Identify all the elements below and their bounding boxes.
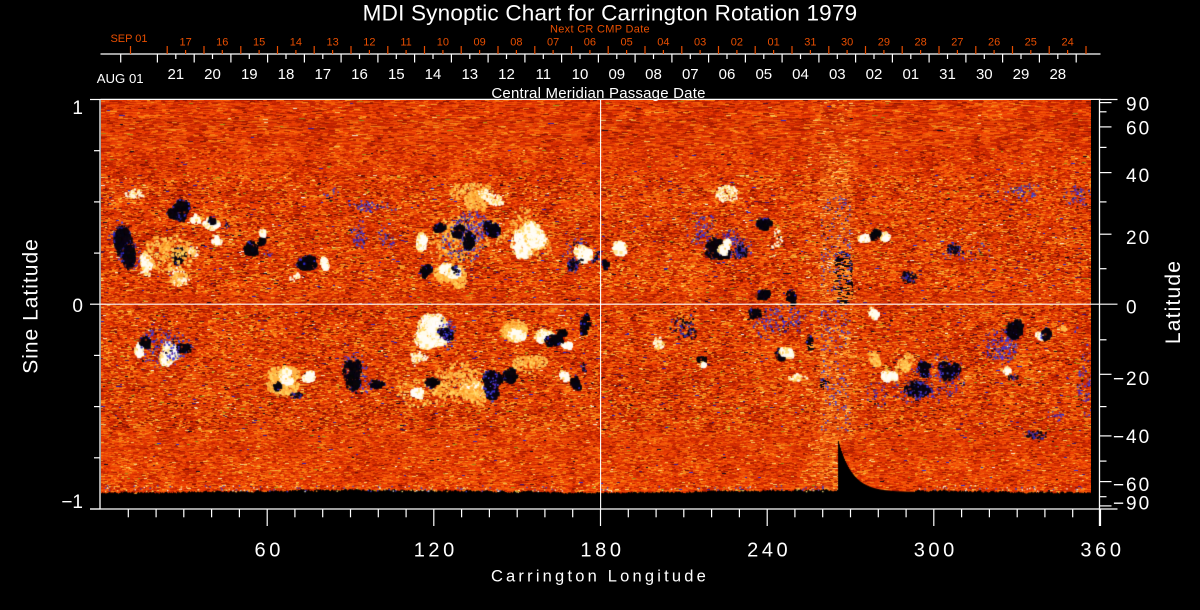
svg-text:16: 16 [351, 66, 368, 83]
svg-text:360: 360 [1080, 540, 1124, 562]
svg-text:20: 20 [1126, 228, 1151, 249]
svg-text:31: 31 [804, 36, 816, 48]
svg-text:21: 21 [167, 66, 184, 83]
svg-text:Carrington Longitude: Carrington Longitude [491, 568, 709, 586]
svg-text:180: 180 [580, 540, 624, 562]
svg-text:03: 03 [694, 36, 706, 48]
svg-text:27: 27 [951, 36, 963, 48]
svg-text:01: 01 [902, 66, 919, 83]
svg-text:29: 29 [1013, 66, 1030, 83]
svg-text:90: 90 [1126, 493, 1151, 514]
svg-text:09: 09 [608, 66, 625, 83]
svg-text:30: 30 [976, 66, 993, 83]
svg-text:90: 90 [1126, 95, 1151, 116]
svg-text:10: 10 [572, 66, 589, 83]
svg-text:0: 0 [1126, 297, 1139, 318]
svg-text:29: 29 [878, 36, 890, 48]
svg-text:−: − [1113, 475, 1124, 496]
svg-text:12: 12 [363, 36, 375, 48]
svg-text:16: 16 [216, 36, 228, 48]
svg-text:28: 28 [914, 36, 926, 48]
svg-text:19: 19 [241, 66, 258, 83]
svg-text:24: 24 [1061, 36, 1073, 48]
svg-text:120: 120 [414, 540, 458, 562]
svg-text:18: 18 [278, 66, 295, 83]
svg-text:Central Meridian Passage Date: Central Meridian Passage Date [491, 85, 705, 102]
svg-text:25: 25 [1025, 36, 1037, 48]
svg-text:60: 60 [254, 540, 283, 562]
svg-text:01: 01 [767, 36, 779, 48]
svg-text:04: 04 [792, 66, 809, 83]
svg-text:13: 13 [326, 36, 338, 48]
svg-text:11: 11 [400, 36, 411, 48]
svg-text:08: 08 [510, 36, 522, 48]
svg-text:40: 40 [1126, 166, 1151, 187]
svg-text:09: 09 [473, 36, 485, 48]
svg-text:40: 40 [1126, 427, 1151, 448]
svg-text:03: 03 [829, 66, 846, 83]
svg-text:26: 26 [988, 36, 1000, 48]
svg-text:02: 02 [866, 66, 883, 83]
svg-text:12: 12 [498, 66, 515, 83]
svg-text:Latitude: Latitude [1162, 260, 1185, 344]
svg-text:SEP 01: SEP 01 [110, 33, 147, 45]
svg-text:13: 13 [461, 66, 478, 83]
svg-text:08: 08 [645, 66, 662, 83]
svg-text:05: 05 [620, 36, 632, 48]
svg-text:07: 07 [547, 36, 559, 48]
svg-text:240: 240 [747, 540, 791, 562]
svg-text:−1: −1 [61, 492, 83, 513]
svg-text:AUG 01: AUG 01 [97, 71, 144, 86]
svg-text:04: 04 [657, 36, 669, 48]
svg-text:10: 10 [437, 36, 449, 48]
svg-text:20: 20 [204, 66, 221, 83]
svg-text:31: 31 [939, 66, 956, 83]
svg-text:14: 14 [425, 66, 442, 83]
svg-text:−: − [1113, 493, 1124, 514]
svg-text:17: 17 [179, 36, 191, 48]
svg-text:20: 20 [1126, 369, 1151, 390]
svg-text:11: 11 [536, 66, 552, 83]
svg-text:30: 30 [841, 36, 853, 48]
svg-text:Sine Latitude: Sine Latitude [20, 238, 43, 374]
svg-text:−: − [1113, 427, 1124, 448]
svg-text:300: 300 [914, 540, 958, 562]
svg-text:06: 06 [584, 36, 596, 48]
svg-text:1: 1 [72, 98, 83, 119]
svg-text:MDI Synoptic Chart for Car: MDI Synoptic Chart for Carrington Rotati… [363, 1, 858, 26]
svg-text:05: 05 [755, 66, 772, 83]
svg-text:17: 17 [314, 66, 331, 83]
svg-text:28: 28 [1049, 66, 1066, 83]
svg-text:07: 07 [682, 66, 699, 83]
svg-text:0: 0 [72, 296, 83, 317]
svg-text:06: 06 [719, 66, 736, 83]
svg-text:−: − [1113, 369, 1124, 390]
svg-text:02: 02 [731, 36, 743, 48]
svg-text:15: 15 [253, 36, 265, 48]
svg-text:15: 15 [388, 66, 405, 83]
svg-text:60: 60 [1126, 475, 1151, 496]
svg-text:14: 14 [290, 36, 302, 48]
svg-text:Next CR CMP Date: Next CR CMP Date [550, 24, 650, 36]
svg-text:60: 60 [1126, 118, 1151, 139]
